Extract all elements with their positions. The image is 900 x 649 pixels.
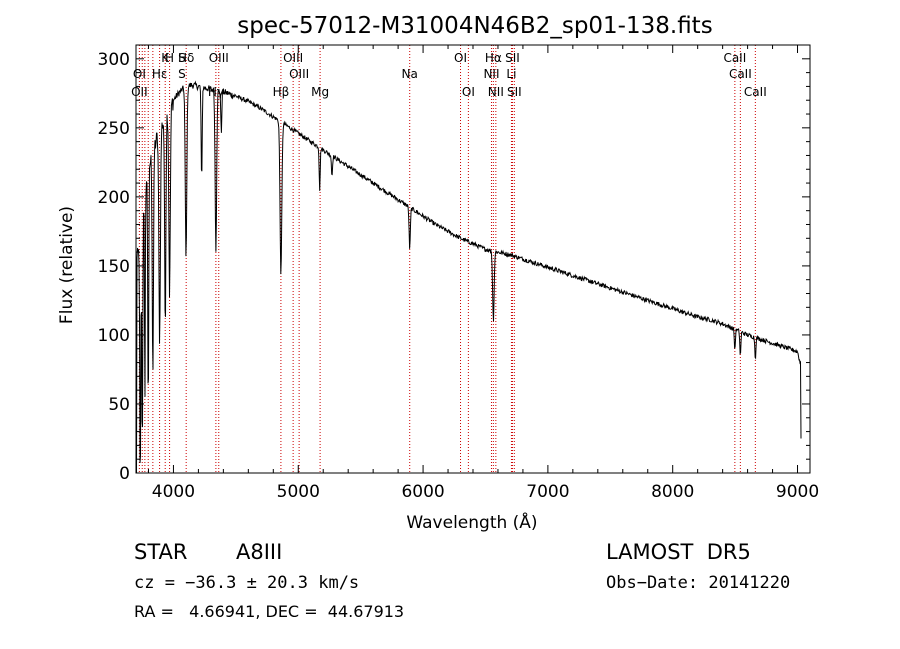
y-tick-label: 50 [108, 395, 130, 415]
y-tick-label: 200 [98, 188, 130, 208]
y-tick-label: 100 [98, 326, 130, 346]
y-tick-label: 300 [98, 50, 130, 70]
observation-date: Obs−Date: 20141220 [606, 573, 791, 593]
y-tick-label: 0 [119, 464, 130, 484]
line-label: NII [483, 67, 499, 81]
x-tick-label: 5000 [277, 482, 320, 502]
x-tick-label: 6000 [401, 482, 444, 502]
line-label: Hε [152, 67, 168, 81]
y-axis-label: Flux (relative) [57, 206, 77, 324]
line-label: SII [507, 85, 522, 99]
line-label: NII [488, 85, 504, 99]
x-tick-label: 9000 [776, 482, 819, 502]
line-label: OII [131, 85, 148, 99]
x-tick-label: 4000 [152, 482, 195, 502]
line-label: Li [506, 67, 516, 81]
plot-frame [135, 44, 811, 474]
line-label: Mg [311, 85, 329, 99]
line-label: CaII [723, 51, 746, 65]
chart-title: spec-57012-M31004N46B2_sp01-138.fits [237, 13, 712, 39]
y-tick-label: 250 [98, 119, 130, 139]
line-label: H [165, 51, 174, 65]
line-label: K [161, 51, 170, 65]
line-label: OIII [289, 67, 309, 81]
redshift-cz: cz = −36.3 ± 20.3 km/s [134, 573, 360, 593]
x-axis-label: Wavelength (Å) [406, 511, 537, 533]
line-label: S [178, 67, 186, 81]
line-label: CaII [744, 85, 767, 99]
y-tick-label: 150 [98, 257, 130, 277]
line-label: Hβ [273, 85, 290, 99]
line-label: OI [454, 51, 467, 65]
line-markers [138, 45, 756, 473]
x-tick-label: 7000 [526, 482, 569, 502]
line-label: Hδ [178, 51, 194, 65]
line-label: SII [505, 51, 520, 65]
object-class: STAR [134, 540, 188, 564]
line-label: OI [462, 85, 475, 99]
survey-name: LAMOST DR5 [606, 540, 751, 564]
coordinates: RA = 4.66941, DEC = 44.67913 [134, 602, 405, 621]
spectrum-line [136, 80, 802, 474]
x-tick-label: 8000 [651, 482, 694, 502]
line-label: Hγ [208, 85, 224, 99]
line-label: Na [402, 67, 418, 81]
line-label: OIII [209, 51, 229, 65]
line-label: CaII [729, 67, 752, 81]
object-subclass: A8III [236, 540, 283, 564]
line-label: Hα [485, 51, 502, 65]
axes: 4000 5000 6000 7000 8000 9000 0 50 100 150 200 250 3… [98, 45, 819, 502]
line-label: OIII [283, 51, 303, 65]
line-label: OI [133, 67, 146, 81]
line-label: S [178, 51, 186, 65]
